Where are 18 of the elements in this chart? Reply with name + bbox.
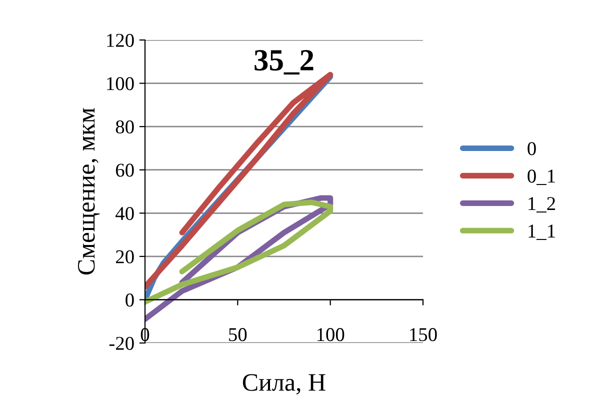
legend-label: 1_1 — [528, 224, 555, 240]
y-tick-label: -20 — [109, 336, 134, 350]
legend-label: 0 — [528, 142, 536, 156]
y-tick-label: 20 — [116, 250, 134, 264]
chart-title: 35_2 — [254, 50, 314, 75]
y-tick-label: 100 — [107, 77, 134, 90]
y-tick-label: 40 — [116, 206, 134, 220]
x-tick-label: 150 — [410, 328, 437, 342]
y-axis-title: Смещение, мкм — [78, 108, 100, 275]
x-tick-label: 100 — [317, 328, 344, 342]
y-tick-label: 0 — [126, 294, 134, 307]
legend-label: 0_1 — [528, 170, 555, 186]
legend-label: 1_2 — [528, 197, 555, 212]
y-tick-label: 120 — [107, 34, 134, 47]
x-tick-label: 50 — [229, 328, 247, 342]
x-axis-title: Сила, Н — [242, 374, 326, 394]
y-tick-label: 60 — [116, 164, 134, 177]
y-tick-label: 80 — [116, 120, 134, 134]
